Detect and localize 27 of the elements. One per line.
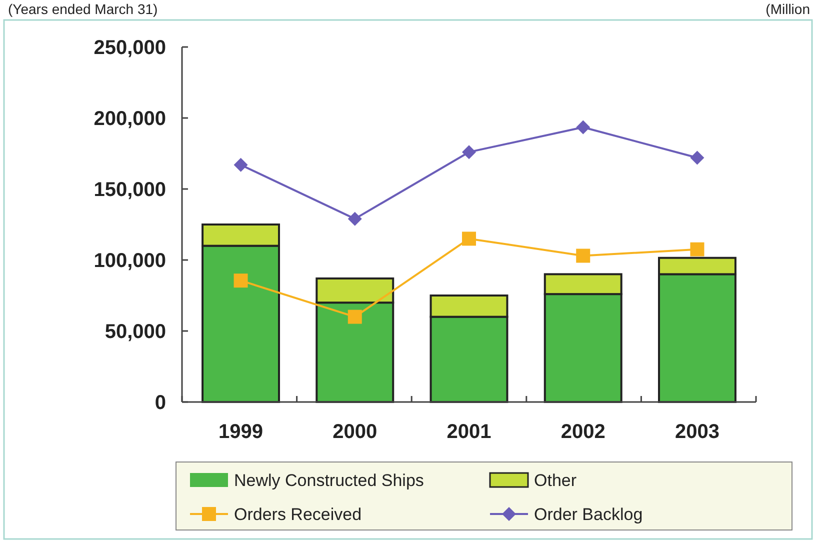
y-tick-label: 150,000 [94, 179, 166, 201]
y-tick-label: 0 [154, 392, 166, 414]
y-tick-label: 200,000 [94, 108, 166, 130]
y-tick-label: 250,000 [94, 37, 166, 59]
legend-label: Newly Constructed Ships [234, 470, 424, 490]
x-tick-label: 2001 [446, 421, 492, 443]
point [234, 158, 248, 172]
point [348, 310, 362, 324]
y-tick-label: 100,000 [94, 250, 166, 272]
point [462, 232, 476, 246]
legend-label: Other [534, 470, 577, 490]
text: (Years ended March 31) [8, 1, 158, 17]
x-tick-label: 2003 [674, 421, 720, 443]
text: (Million [766, 1, 810, 17]
legend-label: Orders Received [234, 504, 362, 524]
point [690, 150, 704, 165]
point [462, 145, 476, 160]
y-tick-label: 50,000 [104, 321, 166, 343]
point [576, 248, 590, 263]
x-tick-label: 2002 [560, 421, 606, 443]
point [234, 274, 248, 288]
x-tick-label: 2000 [332, 421, 378, 443]
point [690, 242, 704, 256]
point [348, 212, 362, 226]
legend-label: Order Backlog [534, 504, 643, 524]
point [576, 120, 590, 134]
x-tick-label: 1999 [218, 421, 264, 443]
